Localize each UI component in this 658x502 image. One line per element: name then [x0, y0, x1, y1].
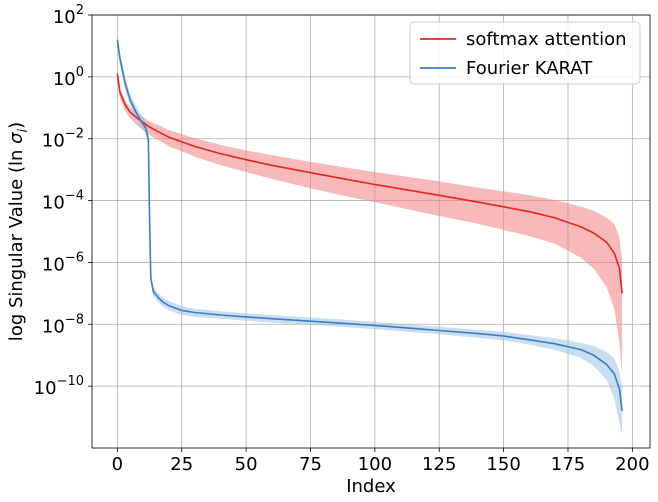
y-axis-ticks: 102 100 10−2 10−4 10−6 10−8 10−10 [34, 3, 92, 399]
y-tick-label: 10−4 [42, 189, 84, 214]
x-tick-label: 50 [235, 454, 258, 475]
axes-frame [91, 14, 651, 449]
legend: softmax attention Fourier KARAT [409, 21, 641, 85]
y-axis-label: log Singular Value (ln σi) [6, 122, 31, 341]
y-axis-label-sigma: σ [6, 132, 27, 144]
legend-label: Fourier KARAT [466, 58, 593, 79]
series-line-1 [116, 39, 623, 411]
x-tick-label: 0 [112, 454, 123, 475]
x-tick-label: 175 [551, 454, 585, 475]
x-tick-label: 25 [170, 454, 193, 475]
x-tick-label: 125 [422, 454, 456, 475]
y-tick-label: 10−10 [34, 374, 84, 399]
y-axis-label-close: ) [6, 122, 27, 129]
y-tick-label: 100 [53, 65, 84, 90]
legend-box [409, 21, 641, 85]
x-tick-label: 75 [299, 454, 322, 475]
y-axis-label-subscript: i [16, 128, 31, 132]
legend-label: softmax attention [466, 29, 627, 50]
y-tick-label: 102 [53, 3, 84, 28]
series-line-0 [116, 73, 623, 294]
x-tick-label: 150 [486, 454, 520, 475]
y-tick-label: 10−6 [42, 250, 84, 275]
y-tick-label: 10−8 [42, 312, 84, 337]
series-lines [116, 39, 623, 411]
y-tick-label: 10−2 [42, 127, 84, 152]
x-axis-label: Index [346, 476, 396, 497]
x-axis-ticks: 0 25 50 75 100 125 150 175 200 [112, 448, 650, 475]
series-band-0 [117, 67, 623, 374]
x-tick-label: 100 [358, 454, 392, 475]
x-tick-label: 200 [615, 454, 649, 475]
y-axis-label-main: log Singular Value (ln [6, 144, 27, 341]
